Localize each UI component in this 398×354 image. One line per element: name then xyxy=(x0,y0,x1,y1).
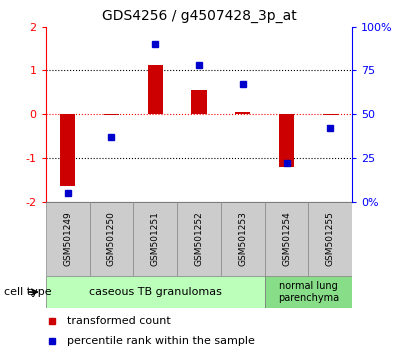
Bar xyxy=(308,202,352,276)
Text: GSM501249: GSM501249 xyxy=(63,212,72,266)
Bar xyxy=(279,114,294,167)
Bar xyxy=(148,65,163,114)
Text: percentile rank within the sample: percentile rank within the sample xyxy=(67,336,255,346)
Bar xyxy=(221,202,265,276)
Text: GSM501251: GSM501251 xyxy=(151,211,160,267)
Bar xyxy=(46,276,265,308)
Text: transformed count: transformed count xyxy=(67,316,171,326)
Bar xyxy=(235,112,250,114)
Text: cell type: cell type xyxy=(4,287,52,297)
Bar xyxy=(90,202,133,276)
Text: GSM501252: GSM501252 xyxy=(195,212,203,266)
Text: normal lung
parenchyma: normal lung parenchyma xyxy=(278,281,339,303)
Text: GSM501255: GSM501255 xyxy=(326,211,335,267)
Text: GSM501254: GSM501254 xyxy=(282,212,291,266)
Bar xyxy=(191,90,207,114)
Bar xyxy=(265,276,352,308)
Bar xyxy=(104,114,119,115)
Bar xyxy=(46,202,90,276)
Bar xyxy=(177,202,221,276)
Bar xyxy=(60,114,75,187)
Bar xyxy=(265,202,308,276)
Text: GSM501250: GSM501250 xyxy=(107,211,116,267)
Bar xyxy=(323,114,338,115)
Text: GDS4256 / g4507428_3p_at: GDS4256 / g4507428_3p_at xyxy=(101,9,297,23)
Text: GSM501253: GSM501253 xyxy=(238,211,247,267)
Text: caseous TB granulomas: caseous TB granulomas xyxy=(89,287,222,297)
Bar xyxy=(133,202,177,276)
